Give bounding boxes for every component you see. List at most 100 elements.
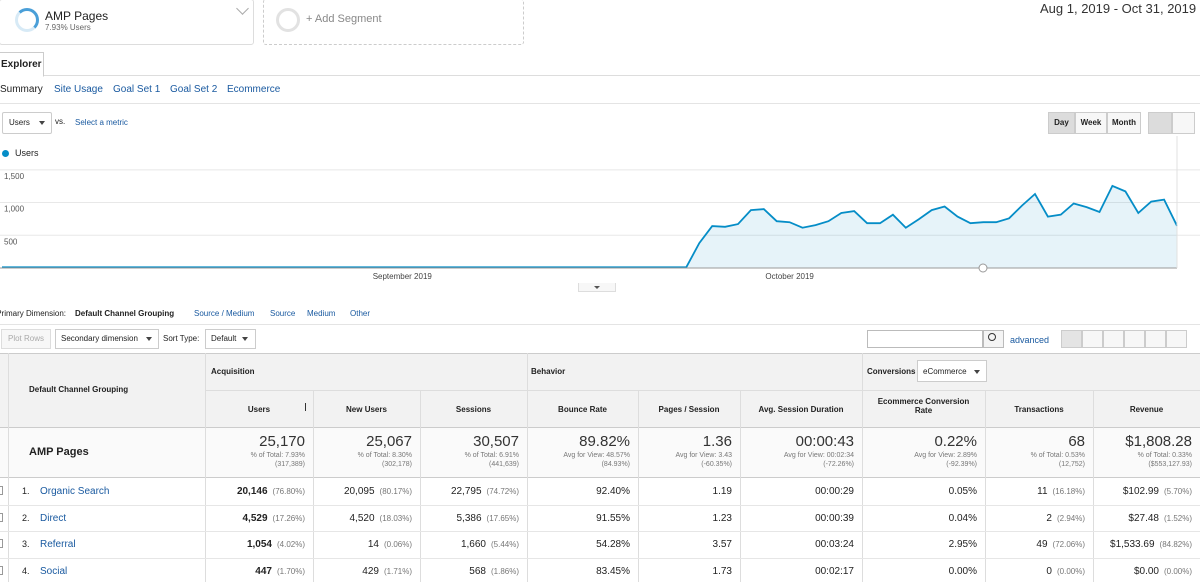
column-header[interactable]: Pages / Session	[658, 405, 720, 414]
row-name[interactable]: Social	[40, 566, 68, 577]
sort-select[interactable]	[205, 329, 256, 349]
cell: 568 (1.86%)	[420, 566, 519, 580]
advanced-link[interactable]: advanced	[1010, 335, 1050, 345]
row-line	[0, 505, 1200, 506]
granularity-button[interactable]	[1075, 112, 1107, 134]
tab-bar-line	[0, 75, 1200, 76]
cell-percent: (17.65%)	[486, 514, 519, 523]
column-header[interactable]: Revenue	[1129, 405, 1164, 414]
view-button[interactable]	[1124, 330, 1145, 348]
segment-box	[0, 0, 254, 45]
date-range[interactable]: Aug 1, 2019 - Oct 31, 2019	[1040, 1, 1197, 16]
cell-value: 22,795	[450, 486, 482, 497]
metric-label[interactable]: Users	[9, 118, 30, 127]
granularity-label[interactable]: Month	[1112, 118, 1136, 127]
cell-value: 4,529	[242, 513, 268, 524]
view-button[interactable]	[1082, 330, 1103, 348]
cell-value: 1.19	[712, 486, 732, 497]
cell: 20,095 (80.17%)	[313, 486, 412, 500]
column-header[interactable]: Ecommerce Conversion Rate	[877, 397, 970, 415]
view-button[interactable]	[1166, 330, 1187, 348]
subtab[interactable]: Site Usage	[54, 84, 103, 95]
row-checkbox[interactable]	[0, 539, 3, 548]
subtab[interactable]: Goal Set 2	[170, 84, 218, 95]
row-checkbox[interactable]	[0, 513, 3, 522]
metric-select[interactable]	[2, 112, 52, 134]
legend-label: Users	[15, 148, 39, 158]
cell-value: 49	[1036, 539, 1048, 550]
view-button[interactable]	[1103, 330, 1124, 348]
total-base: (317,389)	[275, 461, 305, 468]
column-header[interactable]: Transactions	[1014, 405, 1064, 414]
tab-explorer-label: Explorer	[1, 59, 42, 70]
column-header[interactable]: Avg. Session Duration	[758, 405, 844, 414]
column-header[interactable]: Bounce Rate	[558, 405, 607, 414]
table-totals-bg	[0, 427, 1200, 478]
total-note: % of Total: 0.53%	[1030, 452, 1085, 459]
column-header[interactable]: Sessions	[455, 405, 492, 414]
cell-value: 0	[1046, 566, 1052, 577]
row-name[interactable]: Direct	[40, 513, 67, 524]
dimension-option[interactable]: Medium	[307, 309, 336, 318]
granularity-button[interactable]	[1048, 112, 1075, 134]
row-checkbox[interactable]	[0, 566, 3, 575]
total-note: % of Total: 6.91%	[464, 452, 519, 459]
dimension-option[interactable]: Default Channel Grouping	[75, 309, 175, 318]
cell-value: $27.48	[1128, 513, 1159, 524]
plot-rows-button[interactable]	[1, 329, 51, 349]
column-header[interactable]: New Users	[346, 405, 387, 414]
subtab[interactable]: Goal Set 1	[113, 84, 161, 95]
select-metric[interactable]: Select a metric	[75, 118, 128, 127]
cell-value: 11	[1037, 486, 1048, 497]
cell-value: 20,095	[343, 486, 375, 497]
dimension-option[interactable]: Source / Medium	[194, 309, 255, 318]
cell-value: 1,660	[460, 539, 486, 550]
column-group: Acquisition	[211, 367, 255, 376]
chart-type-line[interactable]	[1148, 112, 1172, 134]
row-name[interactable]: Referral	[40, 539, 76, 550]
column-header[interactable]: Users	[247, 405, 271, 414]
total-note: Avg for View: 48.57%	[563, 452, 630, 459]
view-button[interactable]	[1145, 330, 1166, 348]
users-chart: 500 1,000 1,500 September 2019 October 2019	[0, 136, 1200, 281]
cell-percent: (16.18%)	[1052, 487, 1085, 496]
conversion-select[interactable]	[917, 360, 987, 382]
conversion-select-label[interactable]: eCommerce	[923, 367, 967, 376]
secondary-select[interactable]	[55, 329, 159, 349]
granularity-label[interactable]: Day	[1054, 118, 1069, 127]
subtab[interactable]: Ecommerce	[227, 84, 281, 95]
add-segment-box[interactable]	[263, 0, 524, 45]
cell: 00:00:39	[740, 513, 854, 527]
cell-value: $102.99	[1122, 486, 1159, 497]
total-note: Avg for View: 2.89%	[914, 452, 977, 459]
header-row-line	[205, 390, 1200, 391]
column-divider	[1093, 390, 1094, 582]
total-note: % of Total: 0.33%	[1137, 452, 1192, 459]
cell: 4,520 (18.03%)	[313, 513, 413, 527]
cell: 0.00%	[862, 566, 977, 580]
row-checkbox[interactable]	[0, 486, 3, 495]
dimension-option[interactable]: Other	[350, 309, 371, 318]
search-icon	[988, 333, 996, 341]
row-name[interactable]: Organic Search	[40, 486, 110, 497]
sort-label[interactable]: Default	[211, 334, 237, 343]
granularity-button[interactable]	[1107, 112, 1141, 134]
cell: 1.73	[638, 566, 732, 580]
total-base: (84.93%)	[601, 461, 630, 468]
cell-value: 1.73	[712, 566, 732, 577]
cell-percent: (5.70%)	[1163, 487, 1192, 496]
secondary-label[interactable]: Secondary dimension	[61, 334, 138, 343]
search-input[interactable]	[867, 330, 983, 348]
add-segment[interactable]: + Add Segment	[306, 13, 382, 25]
column-divider	[205, 390, 206, 582]
cell-percent: (17.26%)	[272, 514, 305, 523]
dimension-option[interactable]: Source	[270, 309, 296, 318]
column-divider	[313, 390, 314, 582]
cell: 54.28%	[527, 539, 630, 553]
granularity-label[interactable]: Week	[1080, 118, 1102, 127]
chart-type-motion[interactable]	[1172, 112, 1195, 134]
cell-value: 0.04%	[948, 513, 977, 524]
view-button[interactable]	[1061, 330, 1082, 348]
total-value: 25,170	[259, 433, 305, 450]
cell: 4,529 (17.26%)	[205, 513, 306, 527]
